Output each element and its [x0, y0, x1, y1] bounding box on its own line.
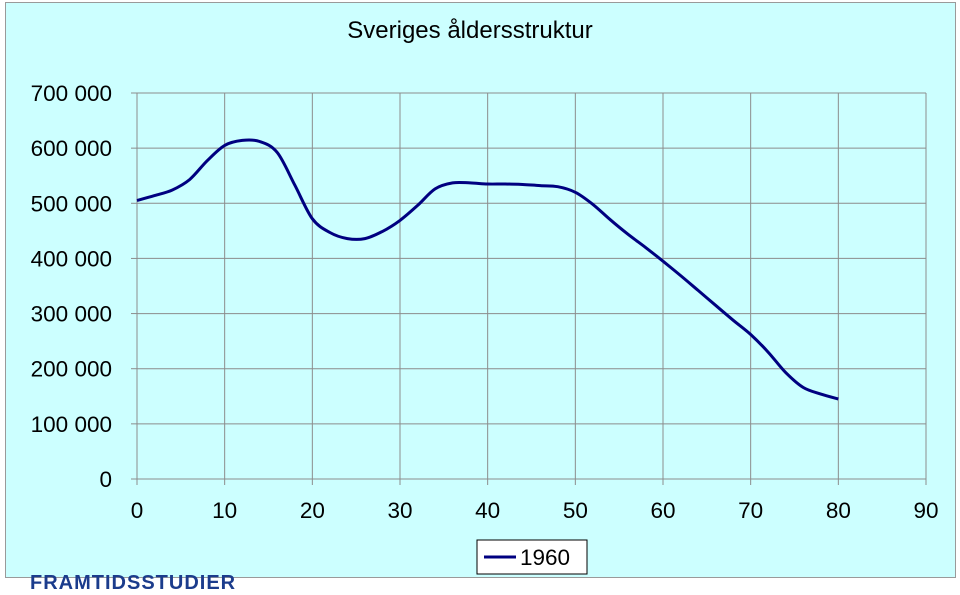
x-tick-label: 60	[650, 498, 675, 523]
x-tick-label: 10	[212, 498, 237, 523]
y-tick-label: 300 000	[31, 302, 112, 327]
y-tick-label: 0	[99, 467, 112, 492]
y-tick-labels: 0 100 000 200 000 300 000 400 000 500 000 600 …	[31, 81, 112, 492]
chart-title: Sveriges åldersstruktur	[347, 17, 592, 44]
series-layer	[136, 138, 839, 401]
legend: 1960	[476, 539, 588, 575]
x-tick-label: 0	[131, 498, 144, 523]
brand-logo: FRAMTIDSSTUDIER	[30, 572, 237, 594]
y-tick-label: 200 000	[31, 357, 112, 382]
x-tick-labels: 0 10 20 30 40 50 60 70 80 90	[131, 498, 939, 523]
legend-label: 1960	[520, 545, 570, 570]
chart-area	[5, 2, 956, 578]
x-tick-label: 30	[387, 498, 412, 523]
series-line	[136, 138, 839, 401]
y-tick-label: 100 000	[31, 412, 112, 437]
x-tick-label: 40	[475, 498, 500, 523]
x-tick-label: 80	[826, 498, 851, 523]
x-tick-label: 70	[738, 498, 763, 523]
grid-lines	[137, 92, 927, 479]
y-tick-label: 700 000	[31, 81, 112, 106]
x-tick-label: 90	[913, 498, 938, 523]
x-tick-label: 50	[563, 498, 588, 523]
y-tick-label: 600 000	[31, 136, 112, 161]
y-tick-label: 500 000	[31, 191, 112, 216]
x-tick-label: 20	[300, 498, 325, 523]
y-tick-label: 400 000	[31, 246, 112, 271]
axes	[131, 92, 927, 485]
